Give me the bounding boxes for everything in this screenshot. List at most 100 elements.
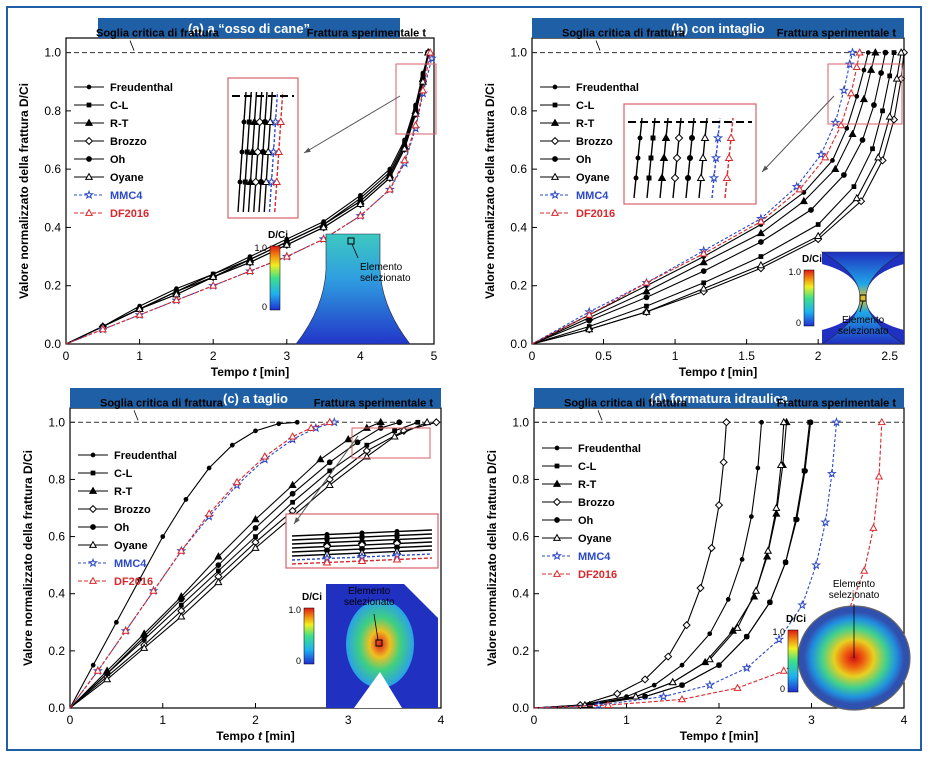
data-point (664, 652, 673, 661)
data-point (867, 65, 876, 73)
data-point (251, 543, 260, 551)
data-point (640, 675, 650, 684)
selected-element-label: selezionato (344, 597, 395, 608)
zoom-inset (227, 77, 299, 219)
figure-frame: (a) a “osso di cane” 0 1 2 3 4 5 0.0 0.2 0.4 0.6 0.… (6, 6, 922, 751)
data-point (160, 534, 166, 539)
legend-label: Freudenthal (110, 82, 173, 94)
x-tick-label: 2 (716, 713, 723, 727)
data-point (668, 677, 677, 686)
data-point (815, 222, 821, 227)
data-point (257, 178, 265, 186)
legend-label: Brozzo (110, 136, 147, 148)
data-point (294, 419, 300, 425)
data-point (679, 682, 685, 689)
data-point (603, 700, 613, 709)
chart-title: (a) a “osso di cane” (188, 21, 310, 36)
threshold-label: Soglia critica di frattura (562, 28, 686, 40)
specimen-contour (346, 600, 414, 688)
data-point (705, 655, 714, 663)
data-point (756, 217, 766, 225)
legend-label: DF2016 (576, 208, 615, 220)
data-point (552, 497, 562, 507)
data-point (93, 666, 102, 674)
data-point (356, 199, 365, 207)
data-point (237, 179, 243, 185)
data-point (776, 460, 786, 469)
selected-element-label: Elemento (348, 586, 391, 597)
x-axis-label: Tempo t [min] (211, 365, 289, 379)
data-point (836, 121, 846, 129)
data-point (613, 689, 622, 698)
x-tick-label: 2 (210, 349, 217, 363)
data-point (253, 428, 258, 434)
data-point (552, 479, 562, 487)
data-point (356, 211, 365, 219)
data-point (354, 439, 361, 446)
series-brozzo (69, 418, 441, 709)
data-point (657, 173, 667, 182)
data-point (307, 423, 316, 431)
legend-label: MMC4 (114, 558, 147, 570)
zoom-arrowhead (294, 517, 300, 524)
x-tick-label: 1 (623, 713, 630, 727)
legend-label: DF2016 (578, 569, 617, 581)
data-point (859, 137, 866, 143)
y-tick-label: 0.0 (512, 701, 529, 715)
data-point (871, 48, 880, 56)
colour-bar-min: 0 (296, 656, 301, 666)
y-tick-label: 0.6 (44, 162, 61, 176)
data-point (759, 419, 764, 425)
y-tick-label: 0.2 (512, 644, 529, 658)
data-point (90, 452, 96, 458)
data-point (392, 554, 402, 563)
colour-bar-min: 0 (262, 302, 267, 312)
y-tick-label: 0.6 (510, 162, 527, 176)
data-point (631, 692, 640, 700)
colour-bar-title: D/Ci (786, 614, 806, 625)
data-point (242, 179, 248, 185)
data-point (674, 133, 684, 143)
data-point (426, 48, 435, 56)
legend-label: C-L (110, 100, 129, 112)
y-axis-label: Valore normalizzato della frattura D/Ci (485, 450, 499, 666)
data-point (763, 546, 773, 554)
data-point (319, 234, 328, 242)
colour-bar (269, 245, 281, 311)
data-point (821, 153, 830, 161)
data-point (103, 675, 112, 683)
data-point (329, 417, 340, 427)
data-point (251, 177, 261, 187)
data-point (844, 125, 850, 131)
series-df2016 (69, 417, 334, 709)
x-tick-label: 0 (531, 713, 538, 727)
data-point (897, 48, 906, 56)
data-point (86, 156, 92, 162)
data-point (633, 175, 639, 181)
colour-bar-min: 0 (796, 318, 801, 328)
data-point (874, 153, 883, 161)
data-point (253, 147, 263, 157)
data-point (83, 189, 95, 200)
series-mmc4 (533, 417, 842, 710)
data-point (642, 693, 648, 700)
zoom-arrowhead (762, 165, 769, 172)
zoom-arrow (761, 95, 835, 173)
data-point (84, 208, 94, 216)
data-point (708, 172, 720, 183)
data-point (135, 310, 144, 318)
y-axis-label: Valore normalizzato della frattura D/Ci (17, 83, 31, 299)
x-tick-label: 3 (345, 713, 352, 727)
data-point (700, 133, 710, 142)
data-point (854, 93, 860, 99)
data-point (239, 149, 245, 155)
series-df2016 (531, 48, 864, 345)
colour-bar (803, 269, 815, 327)
data-point (550, 118, 560, 126)
x-tick-label: 1 (159, 713, 166, 727)
data-point (751, 586, 761, 594)
data-point (855, 48, 864, 56)
x-tick-label: 1 (672, 349, 679, 363)
specimen-contour (295, 233, 411, 345)
zoom-region (827, 63, 903, 125)
